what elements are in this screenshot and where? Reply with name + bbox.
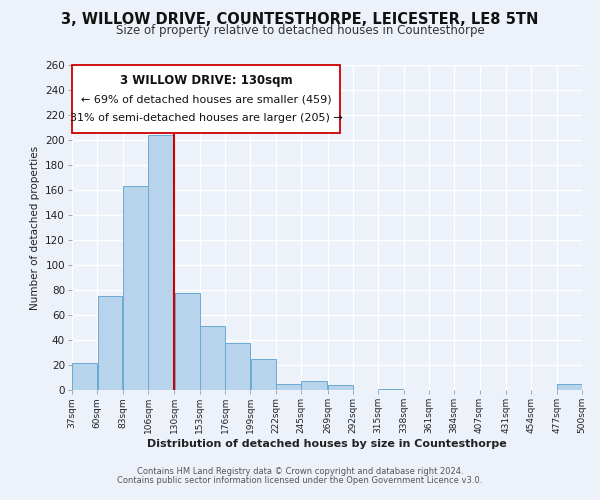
Bar [98, 296, 122, 390]
Bar [557, 384, 582, 390]
Bar [148, 135, 174, 390]
Text: 3 WILLOW DRIVE: 130sqm: 3 WILLOW DRIVE: 130sqm [119, 74, 292, 86]
X-axis label: Distribution of detached houses by size in Countesthorpe: Distribution of detached houses by size … [147, 439, 507, 449]
Text: 31% of semi-detached houses are larger (205) →: 31% of semi-detached houses are larger (… [70, 113, 342, 123]
Bar [379, 389, 403, 390]
Bar [226, 342, 250, 390]
Bar [328, 385, 353, 390]
Bar [276, 384, 301, 390]
Bar [200, 326, 225, 390]
Text: Contains HM Land Registry data © Crown copyright and database right 2024.: Contains HM Land Registry data © Crown c… [137, 467, 463, 476]
Bar [175, 292, 200, 390]
FancyBboxPatch shape [72, 65, 340, 133]
Bar [123, 186, 148, 390]
Text: ← 69% of detached houses are smaller (459): ← 69% of detached houses are smaller (45… [80, 94, 331, 104]
Y-axis label: Number of detached properties: Number of detached properties [30, 146, 40, 310]
Text: Contains public sector information licensed under the Open Government Licence v3: Contains public sector information licen… [118, 476, 482, 485]
Bar [301, 381, 327, 390]
Text: Size of property relative to detached houses in Countesthorpe: Size of property relative to detached ho… [116, 24, 484, 37]
Bar [251, 359, 275, 390]
Text: 3, WILLOW DRIVE, COUNTESTHORPE, LEICESTER, LE8 5TN: 3, WILLOW DRIVE, COUNTESTHORPE, LEICESTE… [61, 12, 539, 28]
Bar [72, 362, 97, 390]
